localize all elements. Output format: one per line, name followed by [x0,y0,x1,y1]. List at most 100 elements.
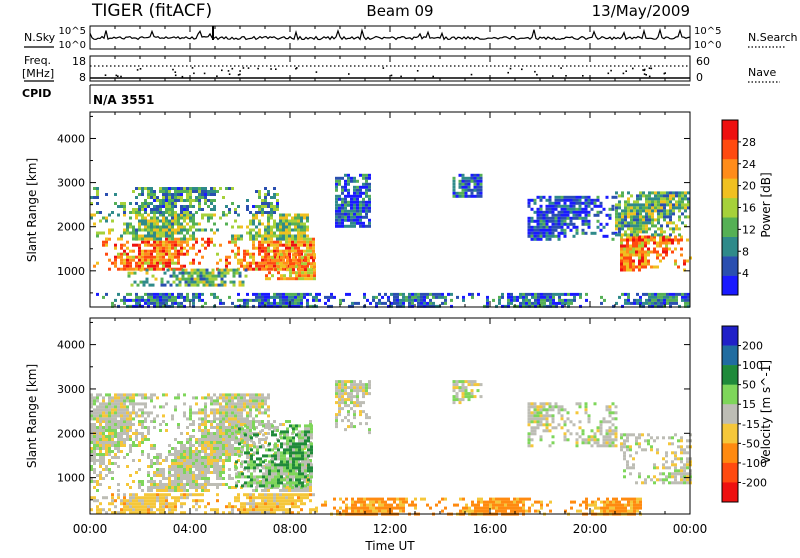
data-cell [268,277,271,280]
colorbar-segment [722,159,738,179]
data-cell [179,278,182,281]
data-cell [225,402,228,405]
data-cell [271,478,274,481]
data-cell [306,229,309,232]
data-cell [225,396,228,399]
data-cell [120,396,123,399]
data-cell [654,230,657,233]
data-cell [270,238,273,241]
data-cell [298,271,301,274]
data-cell [516,296,519,299]
data-cell [234,238,237,241]
data-cell [594,438,597,441]
freq-dot [270,68,272,70]
data-cell [222,438,225,441]
data-cell [228,474,231,477]
data-cell [635,242,638,245]
data-cell [159,405,162,408]
data-cell [225,420,228,423]
data-cell [165,393,168,396]
data-cell [618,227,621,230]
data-cell [221,281,224,284]
data-cell [159,199,162,202]
data-cell [681,197,684,200]
data-cell [243,405,246,408]
data-cell [165,193,168,196]
data-cell [222,196,225,199]
data-cell [183,393,186,396]
data-cell [282,296,285,299]
data-cell [123,420,126,423]
data-cell [150,256,153,259]
data-cell [267,226,270,229]
data-cell [597,211,600,214]
data-cell [669,233,672,236]
data-cell [648,212,651,215]
data-cell [453,192,456,195]
data-cell [138,459,141,462]
data-cell [629,251,632,254]
data-cell [546,223,549,226]
data-cell [341,210,344,213]
data-cell [177,220,180,223]
data-cell [255,293,258,296]
data-cell [168,480,171,483]
data-cell [153,193,156,196]
data-cell [219,456,222,459]
data-cell [210,193,213,196]
data-cell [237,417,240,420]
data-cell [353,404,356,407]
data-cell [292,463,295,466]
data-cell [228,402,231,405]
data-cell [567,199,570,202]
data-cell [264,399,267,402]
data-cell [258,399,261,402]
data-cell [231,444,234,447]
data-cell [264,396,267,399]
data-cell [138,229,141,232]
data-cell [588,205,591,208]
data-cell [156,226,159,229]
data-cell [264,250,267,253]
data-cell [197,284,200,287]
data-cell [153,259,156,262]
data-cell [393,293,396,296]
data-cell [654,299,657,302]
data-cell [347,380,350,383]
data-cell [335,210,338,213]
data-cell [231,423,234,426]
data-cell [159,232,162,235]
data-cell [301,271,304,274]
data-cell [189,217,192,220]
data-cell [378,293,381,296]
data-cell [189,211,192,214]
data-cell [253,475,256,478]
data-cell [258,296,261,299]
data-cell [668,242,671,245]
data-cell [353,186,356,189]
data-cell [261,402,264,405]
data-cell [549,202,552,205]
data-cell [362,392,365,395]
data-cell [671,251,674,254]
data-cell [307,256,310,259]
data-cell [674,239,677,242]
data-cell [546,299,549,302]
data-cell [231,250,234,253]
data-cell [324,302,327,305]
data-cell [111,435,114,438]
data-cell [123,399,126,402]
data-cell [663,200,666,203]
data-cell [585,223,588,226]
data-cell [237,253,240,256]
data-cell [123,244,126,247]
data-cell [194,269,197,272]
data-cell [132,226,135,229]
data-cell [183,414,186,417]
data-cell [546,417,549,420]
data-cell [636,224,639,227]
data-cell [201,489,204,492]
data-cell [198,223,201,226]
data-cell [549,302,552,305]
data-cell [138,296,141,299]
